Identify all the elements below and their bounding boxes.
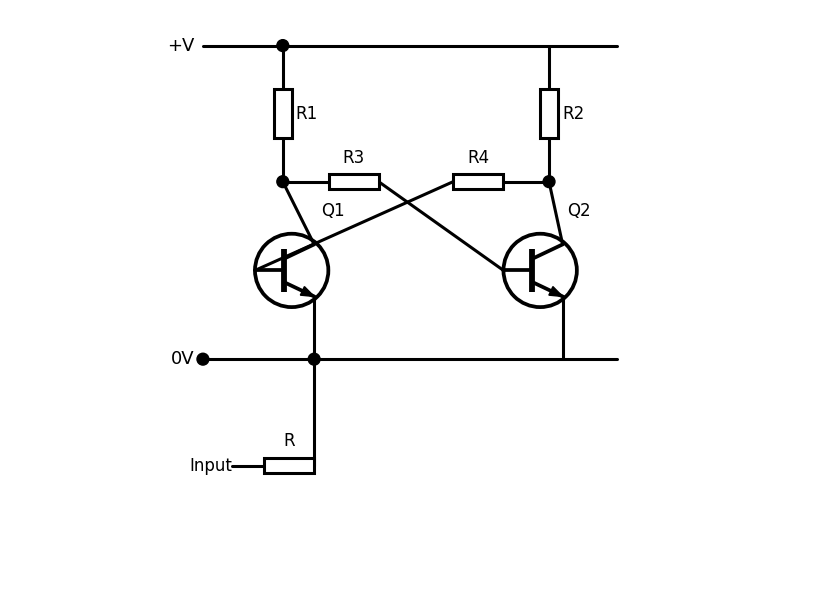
- Text: 0V: 0V: [170, 350, 194, 368]
- Circle shape: [277, 176, 288, 188]
- Circle shape: [277, 40, 288, 52]
- Polygon shape: [300, 287, 314, 296]
- Polygon shape: [548, 287, 562, 296]
- Text: Input: Input: [189, 457, 233, 475]
- Bar: [453, 174, 502, 190]
- Bar: [540, 89, 557, 139]
- Text: R4: R4: [466, 149, 488, 167]
- Bar: [328, 174, 378, 190]
- Circle shape: [542, 176, 554, 188]
- Text: Q1: Q1: [321, 202, 345, 220]
- Circle shape: [197, 353, 209, 365]
- Text: R3: R3: [342, 149, 364, 167]
- Text: R: R: [283, 431, 295, 449]
- Bar: [274, 89, 292, 139]
- Circle shape: [308, 353, 319, 365]
- Bar: [264, 458, 314, 473]
- Text: R2: R2: [561, 104, 584, 122]
- Text: Q2: Q2: [566, 202, 590, 220]
- Text: R1: R1: [296, 104, 318, 122]
- Text: +V: +V: [166, 37, 194, 55]
